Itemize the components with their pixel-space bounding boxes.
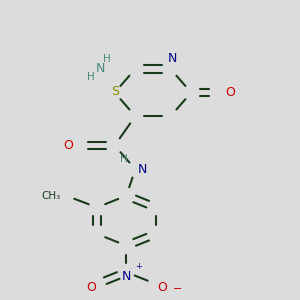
Text: O: O bbox=[86, 281, 96, 294]
Text: N: N bbox=[138, 163, 148, 176]
Text: S: S bbox=[111, 85, 119, 98]
Text: H: H bbox=[103, 54, 111, 64]
Text: N: N bbox=[122, 269, 131, 283]
Text: H: H bbox=[87, 72, 95, 82]
Text: H: H bbox=[120, 154, 128, 164]
Text: −: − bbox=[173, 284, 182, 294]
Text: O: O bbox=[157, 281, 167, 294]
Text: CH₃: CH₃ bbox=[41, 190, 60, 201]
Text: O: O bbox=[225, 86, 235, 99]
Text: O: O bbox=[64, 139, 74, 152]
Text: +: + bbox=[135, 262, 142, 271]
Text: N: N bbox=[95, 61, 105, 75]
Text: N: N bbox=[167, 52, 177, 65]
